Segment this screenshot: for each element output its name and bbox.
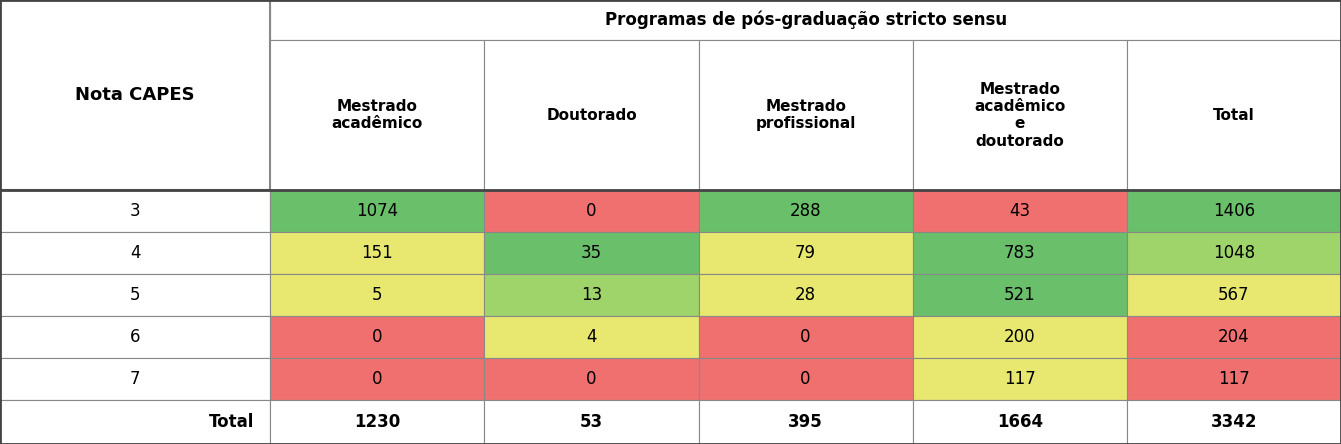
Text: 151: 151: [362, 244, 393, 262]
Text: Mestrado
profissional: Mestrado profissional: [755, 99, 856, 131]
Text: 200: 200: [1004, 329, 1035, 346]
Bar: [0, 0, 270, 190]
Text: 204: 204: [1218, 329, 1250, 346]
Bar: [699, 232, 913, 274]
Bar: [484, 274, 699, 317]
Bar: [270, 317, 484, 358]
Text: 4: 4: [130, 244, 141, 262]
Bar: [270, 400, 484, 444]
Bar: [0, 190, 270, 232]
Text: 1074: 1074: [357, 202, 398, 220]
Bar: [1126, 190, 1341, 232]
Text: 288: 288: [790, 202, 822, 220]
Bar: [0, 232, 270, 274]
Text: Total: Total: [1214, 107, 1255, 123]
Text: 1048: 1048: [1212, 244, 1255, 262]
Text: Mestrado
acadêmico: Mestrado acadêmico: [331, 99, 422, 131]
Text: 783: 783: [1004, 244, 1035, 262]
Text: 567: 567: [1218, 286, 1250, 305]
Bar: [270, 358, 484, 400]
Text: 13: 13: [581, 286, 602, 305]
Bar: [484, 317, 699, 358]
Text: 0: 0: [371, 370, 382, 388]
Bar: [913, 190, 1126, 232]
Text: 3342: 3342: [1211, 413, 1257, 431]
Text: 117: 117: [1218, 370, 1250, 388]
Bar: [270, 190, 484, 232]
Text: 0: 0: [801, 329, 811, 346]
Text: 5: 5: [130, 286, 141, 305]
Text: 28: 28: [795, 286, 817, 305]
Bar: [0, 274, 270, 317]
Bar: [913, 232, 1126, 274]
Text: 53: 53: [579, 413, 603, 431]
Bar: [484, 358, 699, 400]
Bar: [1126, 274, 1341, 317]
Text: 0: 0: [586, 202, 597, 220]
Text: 1664: 1664: [996, 413, 1043, 431]
Bar: [484, 190, 699, 232]
Text: 5: 5: [371, 286, 382, 305]
Text: 3: 3: [130, 202, 141, 220]
Bar: [270, 0, 1341, 40]
Text: 0: 0: [586, 370, 597, 388]
Text: 4: 4: [586, 329, 597, 346]
Text: 395: 395: [789, 413, 823, 431]
Text: 117: 117: [1004, 370, 1035, 388]
Text: Nota CAPES: Nota CAPES: [75, 86, 194, 104]
Text: 7: 7: [130, 370, 141, 388]
Bar: [484, 40, 699, 190]
Bar: [913, 274, 1126, 317]
Text: 0: 0: [371, 329, 382, 346]
Text: 6: 6: [130, 329, 141, 346]
Bar: [0, 0, 270, 40]
Bar: [913, 317, 1126, 358]
Bar: [1126, 40, 1341, 190]
Bar: [0, 317, 270, 358]
Bar: [0, 400, 270, 444]
Bar: [270, 40, 484, 190]
Text: 35: 35: [581, 244, 602, 262]
Text: 1230: 1230: [354, 413, 401, 431]
Bar: [270, 232, 484, 274]
Bar: [699, 274, 913, 317]
Bar: [270, 274, 484, 317]
Text: Doutorado: Doutorado: [546, 107, 637, 123]
Bar: [484, 232, 699, 274]
Text: 1406: 1406: [1212, 202, 1255, 220]
Bar: [1126, 400, 1341, 444]
Text: 0: 0: [801, 370, 811, 388]
Bar: [699, 358, 913, 400]
Bar: [913, 358, 1126, 400]
Bar: [1126, 232, 1341, 274]
Bar: [484, 400, 699, 444]
Bar: [1126, 358, 1341, 400]
Text: Programas de pós-graduação stricto sensu: Programas de pós-graduação stricto sensu: [605, 11, 1007, 29]
Bar: [699, 190, 913, 232]
Text: Mestrado
acadêmico
e
doutorado: Mestrado acadêmico e doutorado: [974, 82, 1065, 149]
Text: 521: 521: [1004, 286, 1035, 305]
Bar: [699, 40, 913, 190]
Bar: [699, 400, 913, 444]
Bar: [913, 40, 1126, 190]
Bar: [913, 400, 1126, 444]
Text: 79: 79: [795, 244, 817, 262]
Text: Total: Total: [209, 413, 255, 431]
Text: 43: 43: [1010, 202, 1030, 220]
Bar: [0, 358, 270, 400]
Bar: [1126, 317, 1341, 358]
Bar: [699, 317, 913, 358]
